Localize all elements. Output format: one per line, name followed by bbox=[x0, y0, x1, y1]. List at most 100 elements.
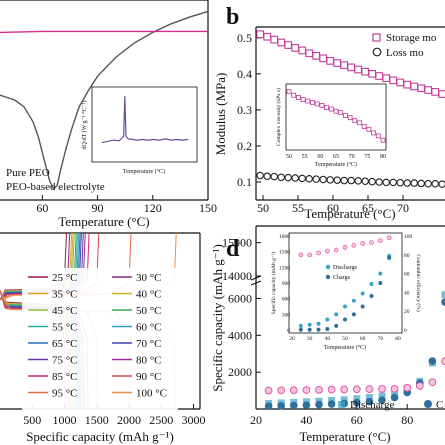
panel-d-inset-frame bbox=[288, 232, 403, 334]
panel-c-legend-label-13: 90 °C bbox=[136, 371, 162, 383]
panel-d-inset-discharge-8 bbox=[369, 282, 374, 287]
panel-d-inset-discharge-4 bbox=[334, 312, 339, 317]
panel-d-inset-xtick-label-0: 20 bbox=[289, 336, 295, 342]
panel-d-point-s2-2 bbox=[289, 386, 298, 395]
panel-b-inset-xlabel: Temperature (°C) bbox=[315, 161, 357, 168]
panel-c-legend-label-5: 50 °C bbox=[136, 305, 162, 317]
panel-c-xtick-label-0: 500 bbox=[23, 413, 41, 427]
panel-a-inset-frame bbox=[91, 86, 198, 163]
panel-b-inset-xtick-label-4: 70 bbox=[349, 154, 355, 160]
panel-b-xlabel: Temperature (°C) bbox=[304, 206, 395, 221]
panel-a-inset-ylabel: dQ/dT (W g⁻¹ °C⁻¹) bbox=[81, 101, 88, 150]
panel-d-inset-xtick-label-2: 40 bbox=[325, 336, 331, 342]
panel-c-legend-label-14: 95 °C bbox=[52, 388, 78, 400]
panel-b-inset-point-9 bbox=[328, 106, 334, 112]
panel-d-inset-efficiency-9 bbox=[377, 238, 383, 244]
panel-d-point-s1-4 bbox=[315, 400, 323, 409]
panel-d-inset-y2tick-label-2: 40 bbox=[404, 290, 410, 296]
panel-d-point-s2-12 bbox=[415, 382, 424, 390]
panel-b-point-s0-20 bbox=[396, 78, 405, 87]
panel-b-point-s0-25 bbox=[431, 88, 440, 96]
panel-d-point-s2-3 bbox=[302, 386, 311, 394]
panel-d-point-s1-2 bbox=[290, 401, 298, 410]
panel-b-ytick-label-0: 0.1 bbox=[237, 175, 252, 189]
panel-b-legend-storage: Storage mo bbox=[386, 32, 437, 44]
panel-c-legend-label-12: 85 °C bbox=[52, 371, 78, 383]
panel-c-legend-label-3: 40 °C bbox=[136, 289, 162, 301]
panel-b-point-s0-16 bbox=[368, 70, 377, 78]
panel-d-inset-charge-2 bbox=[316, 327, 321, 332]
panel-b-inset-point-6 bbox=[314, 101, 320, 107]
panel-c-legend-label-7: 60 °C bbox=[136, 322, 162, 334]
panel-d-inset-legend-discharge: Discharge bbox=[333, 265, 358, 271]
panel-d-inset-efficiency-1 bbox=[307, 252, 313, 258]
panel-b-point-s1-9 bbox=[319, 175, 327, 184]
panel-b-inset-point-10 bbox=[333, 108, 339, 114]
panel-d-letter: d bbox=[226, 236, 240, 262]
panel-d-ytick-label-4: 15000 bbox=[222, 236, 252, 250]
panel-d-point-s2-14 bbox=[441, 357, 445, 365]
panel-a-xtick-label-0: 60 bbox=[36, 201, 48, 215]
panel-a-series-0 bbox=[0, 10, 209, 190]
panel-b-inset-point-17 bbox=[366, 126, 372, 132]
panel-b-xtick-label-1: 55 bbox=[292, 201, 304, 215]
panel-b-point-s1-12 bbox=[340, 176, 348, 185]
panel-d-inset-xlabel: Temperature (°C) bbox=[324, 344, 366, 351]
panel-b-letter: b bbox=[226, 4, 239, 30]
panel-b-inset-point-5 bbox=[310, 100, 315, 105]
panel-d-inset-charge-8 bbox=[369, 294, 374, 299]
panel-b-ytick-label-4: 0.5 bbox=[237, 31, 252, 45]
panel-a-series-1 bbox=[0, 30, 208, 34]
panel-b-point-s0-26 bbox=[438, 90, 445, 98]
panel-b-inset-point-11 bbox=[338, 110, 344, 116]
panel-b-inset-xtick-label-5: 75 bbox=[364, 154, 370, 160]
panel-c-legend-label-8: 65 °C bbox=[52, 338, 78, 350]
panel-d-inset-xtick-label-1: 30 bbox=[307, 336, 313, 342]
panel-d-inset-discharge-2 bbox=[316, 321, 321, 326]
panel-d-inset-efficiency-7 bbox=[360, 241, 366, 246]
panel-b-legend-marker-loss bbox=[372, 47, 382, 57]
panel-b-point-s1-3 bbox=[277, 173, 285, 182]
panel-b-legend-loss: Loss mo bbox=[386, 47, 424, 59]
panel-a-inset-xlabel: Temperature (°C) bbox=[123, 168, 165, 175]
panel-c-xtick-label-4: 2500 bbox=[149, 413, 173, 427]
panel-b-ylabel: Modulus (MPa) bbox=[213, 73, 228, 156]
panel-d-point-s2-13 bbox=[428, 378, 437, 387]
panel-c-legend-label-0: 25 °C bbox=[52, 272, 78, 284]
panel-b-point-s1-13 bbox=[347, 176, 355, 185]
panel-d-point-s0-7 bbox=[353, 395, 361, 403]
panel-d-point-s2-8 bbox=[365, 385, 374, 393]
panel-c-legend-label-9: 70 °C bbox=[136, 338, 162, 350]
panel-d-inset-xtick-label-5: 70 bbox=[378, 336, 384, 342]
panel-d-inset-legend-marker-charge bbox=[325, 274, 331, 280]
panel-d-point-s2-4 bbox=[315, 385, 323, 394]
panel-b-point-s0-3 bbox=[277, 38, 286, 47]
panel-d-point-s2-9 bbox=[378, 385, 386, 393]
panel-b-inset-xtick-label-3: 65 bbox=[333, 154, 339, 160]
panel-d-inset-discharge-6 bbox=[351, 298, 356, 303]
panel-a-inset-series bbox=[101, 96, 189, 144]
panel-d-inset-efficiency-4 bbox=[333, 247, 339, 253]
panel-b-point-s1-18 bbox=[382, 178, 390, 187]
panel-d-inset-efficiency-2 bbox=[316, 250, 321, 256]
panel-d-inset-charge-4 bbox=[334, 323, 339, 328]
panel-b-point-s1-20 bbox=[396, 178, 404, 187]
panel-b-inset-xtick-label-1: 55 bbox=[302, 154, 308, 160]
panel-d-xtick-label-1: 40 bbox=[300, 413, 312, 427]
panel-d-ylabel: Specific capacity (mAh g⁻¹) bbox=[210, 244, 225, 392]
panel-b-inset-frame bbox=[285, 83, 387, 151]
panel-d-point-s1-9 bbox=[378, 396, 386, 404]
panel-c-legend-box bbox=[22, 268, 178, 410]
panel-d-xtick-label-0: 20 bbox=[250, 413, 262, 427]
panel-b-point-s0-10 bbox=[326, 57, 335, 65]
panel-b-point-s1-4 bbox=[284, 173, 292, 182]
panel-d-point-s0-9 bbox=[378, 392, 386, 400]
panel-d-inset-charge-5 bbox=[343, 317, 347, 322]
panel-a-xtick-label-2: 120 bbox=[144, 201, 162, 215]
panel-b-point-s1-11 bbox=[333, 176, 341, 184]
panel-d-inset-charge-6 bbox=[351, 312, 356, 317]
panel-b-inset-point-14 bbox=[352, 118, 358, 124]
panel-d-inset-efficiency-3 bbox=[324, 248, 330, 254]
panel-b-point-s0-22 bbox=[410, 82, 419, 91]
